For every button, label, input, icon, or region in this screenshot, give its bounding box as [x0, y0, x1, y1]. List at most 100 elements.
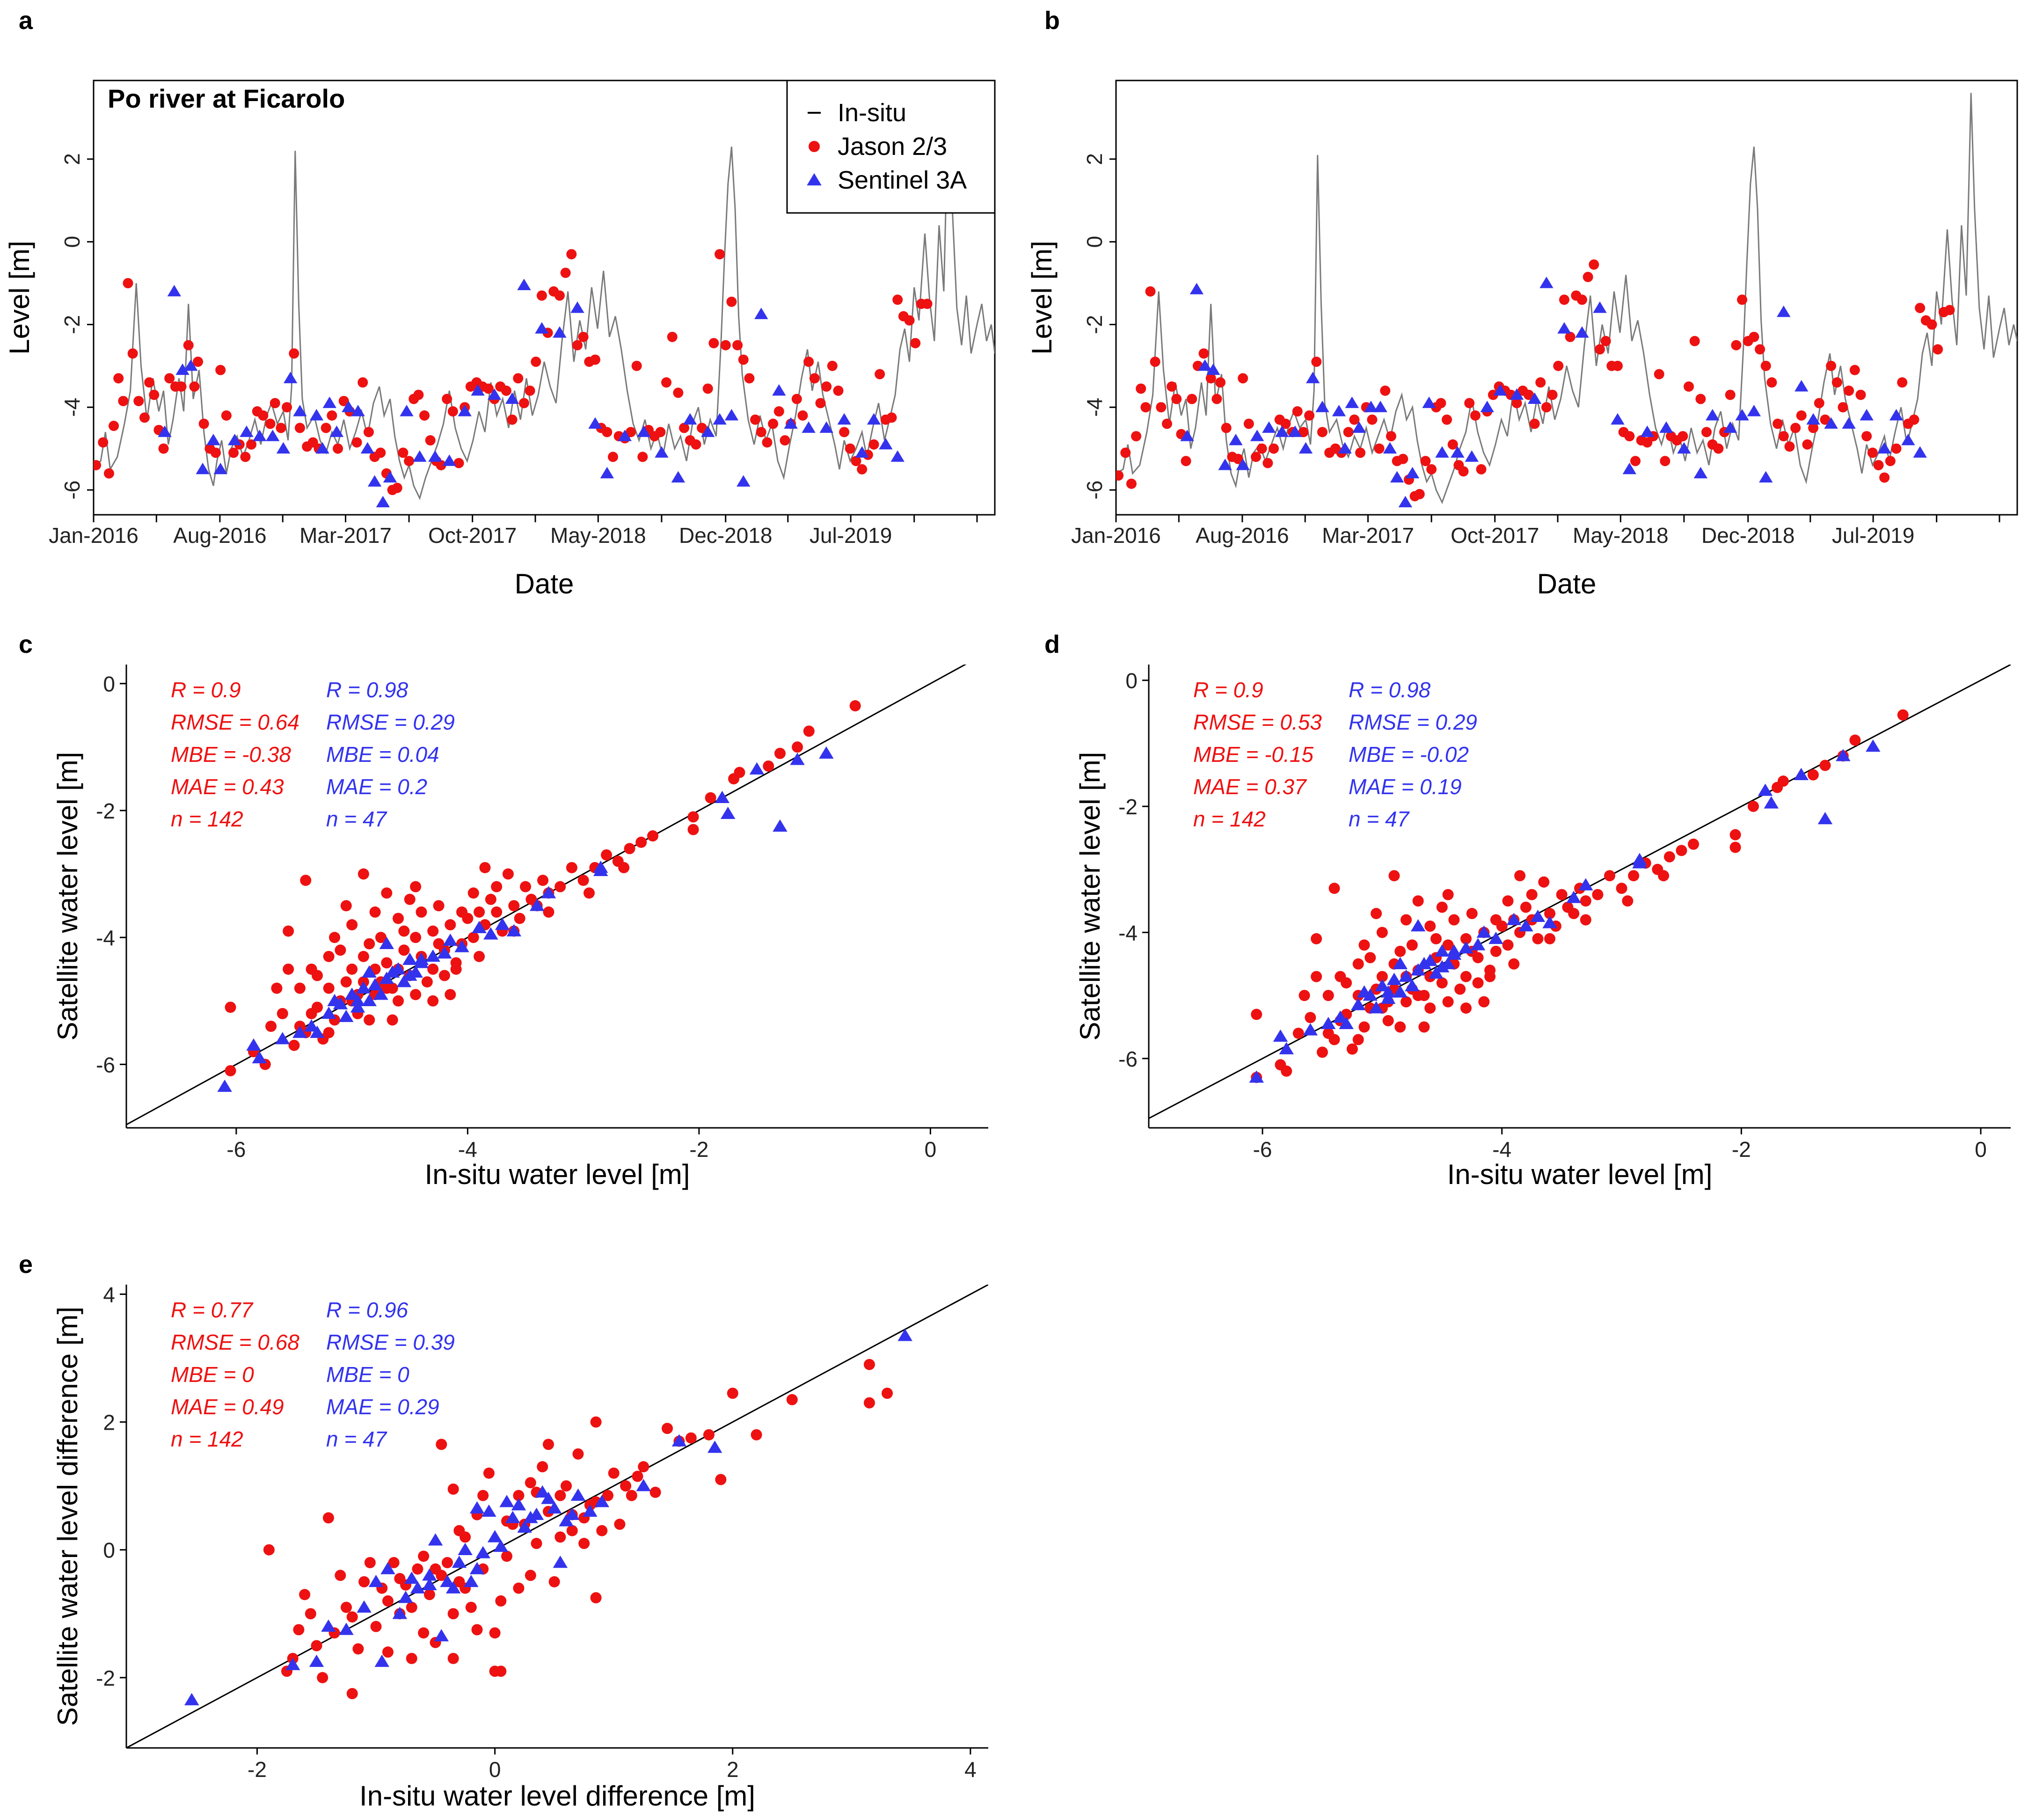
- jason-point: [412, 1563, 423, 1575]
- jason-point: [821, 381, 832, 392]
- jason-point: [768, 418, 779, 429]
- panel-b: b -6 -4 -2 0 2 Jan-2016 Aug-2016 Mar-2017 Oct-201…: [1026, 7, 2018, 599]
- x-tick-label: Jan-2016: [1071, 523, 1161, 548]
- sentinel-point: [184, 1693, 199, 1705]
- sentinel-point: [1747, 405, 1761, 417]
- chart-title: Po river at Ficarolo: [108, 84, 345, 113]
- jason-point: [164, 373, 175, 384]
- sentinel-point: [671, 471, 686, 482]
- jason-point: [1328, 883, 1340, 894]
- jason-point: [697, 423, 708, 433]
- jason-point: [1820, 414, 1831, 425]
- jason-point: [382, 1595, 394, 1607]
- sentinel-point: [1338, 442, 1352, 454]
- jason-point: [445, 919, 456, 931]
- jason-point: [792, 741, 803, 753]
- sentinel-point: [879, 438, 893, 450]
- jason-point: [1725, 389, 1736, 400]
- sentinel-point: [535, 1485, 550, 1498]
- jason-point: [1171, 394, 1182, 404]
- panel-d: d -6 -4 -2 0 -6 -4 -2 0 In-situ water level [m] Sa…: [1044, 630, 2011, 1190]
- jason-point: [211, 447, 221, 458]
- jason-point: [1891, 443, 1902, 454]
- jason-stat: n = 142: [171, 1427, 243, 1451]
- sentinel-point: [380, 1562, 395, 1574]
- jason-point: [381, 887, 393, 899]
- jason-point: [1167, 381, 1177, 392]
- jason-point: [773, 406, 784, 417]
- sentinel-point: [398, 1591, 413, 1603]
- sentinel-point: [1416, 957, 1432, 970]
- jason-point: [1547, 389, 1558, 400]
- jason-point: [554, 881, 566, 892]
- jason-point: [1305, 1012, 1316, 1023]
- jason-point: [662, 1423, 673, 1434]
- jason-point: [590, 1416, 602, 1428]
- jason-point: [608, 1467, 620, 1479]
- jason-point: [661, 377, 672, 388]
- jason-point: [1502, 895, 1514, 907]
- jason-point: [833, 385, 844, 396]
- jason-point: [489, 1627, 501, 1639]
- sentinel-point: [304, 1019, 319, 1032]
- x-tick-label: Dec-2018: [1701, 523, 1795, 548]
- y-tick-label: -6: [96, 1053, 115, 1077]
- jason-point: [1460, 971, 1472, 982]
- sentinel-point: [897, 1329, 912, 1341]
- sentinel-point: [1794, 767, 1809, 780]
- sentinel-point: [1493, 384, 1507, 396]
- sentinel-point: [1435, 446, 1449, 458]
- jason-point: [1624, 431, 1635, 442]
- jason-point: [1406, 939, 1418, 951]
- sentinel-point: [487, 1530, 503, 1542]
- jason-point: [450, 963, 462, 975]
- sentinel-point: [1622, 462, 1637, 475]
- sentinel-point: [570, 1488, 586, 1501]
- jason-point: [453, 458, 464, 468]
- sentinel-point: [350, 1000, 365, 1013]
- sentinel-point: [1539, 277, 1554, 288]
- sentinel-point: [724, 409, 739, 421]
- sentinel-stat: R = 0.98: [1349, 678, 1431, 702]
- sentinel-point: [379, 936, 394, 949]
- jason-point: [1126, 478, 1137, 489]
- jason-point: [1426, 464, 1437, 475]
- jason-point: [419, 410, 430, 421]
- jason-point: [602, 427, 613, 438]
- sentinel-point: [655, 446, 669, 458]
- jason-point: [225, 1001, 236, 1013]
- jason-point: [283, 925, 294, 937]
- sentinel-point: [481, 1504, 496, 1517]
- sentinel-point: [1510, 388, 1524, 400]
- jason-point: [1747, 801, 1759, 812]
- sentinel-point: [671, 1434, 687, 1447]
- jason-point: [508, 900, 520, 912]
- sentinel-point: [339, 1623, 354, 1635]
- jason-point: [410, 989, 422, 1001]
- sentinel-stat: RMSE = 0.29: [1349, 710, 1477, 734]
- sentinel-point: [1913, 446, 1927, 458]
- sentinel-point: [701, 425, 715, 437]
- jason-stat: R = 0.77: [171, 1298, 254, 1322]
- y-axis-title: Satellite water level [m]: [52, 752, 83, 1041]
- sentinel-point: [167, 285, 182, 297]
- x-tick-label: Mar-2017: [1322, 523, 1414, 548]
- sentinel-point: [517, 1520, 532, 1533]
- panel-c: c -6 -4 -2 0 -6 -4 -2 0 In-situ water level [m] Sa…: [19, 630, 988, 1190]
- jason-point: [1502, 939, 1514, 951]
- jason-point: [572, 340, 583, 351]
- sentinel-point: [1189, 283, 1204, 294]
- sentinel-point: [442, 454, 456, 466]
- sentinel-point: [1299, 442, 1313, 454]
- jason-point: [1211, 394, 1222, 404]
- jason-point: [109, 420, 119, 431]
- jason-point: [536, 290, 547, 301]
- sentinel-point: [440, 1574, 455, 1587]
- sentinel-point: [1393, 957, 1408, 970]
- x-tick-label: -2: [1732, 1137, 1751, 1162]
- jason-point: [875, 369, 885, 380]
- jason-point: [548, 1576, 560, 1587]
- sentinel-point: [588, 417, 602, 429]
- jason-point: [1401, 914, 1412, 926]
- jason-point: [1663, 851, 1675, 862]
